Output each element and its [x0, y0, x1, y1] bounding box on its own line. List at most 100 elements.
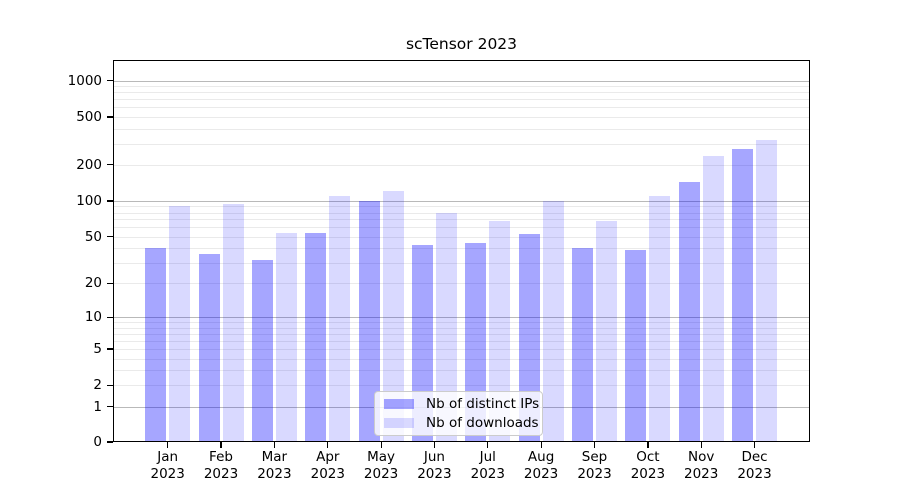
- gridline-minor: [113, 227, 810, 229]
- x-tick: [433, 442, 436, 448]
- bar-distinct-ips: [572, 248, 593, 442]
- x-tick-label: May 2023: [339, 449, 423, 482]
- x-tick-year: 2023: [684, 465, 719, 482]
- y-tick-label: 0: [93, 434, 102, 450]
- y-tick-label: 1: [93, 398, 102, 415]
- gridline-minor: [113, 99, 810, 101]
- gridline-minor: [113, 385, 810, 387]
- x-tick-month: Jan: [157, 449, 179, 465]
- y-tick-label: 100: [76, 192, 102, 209]
- gridline-minor: [113, 333, 810, 335]
- x-tick-label: Jul 2023: [446, 449, 530, 482]
- x-tick-label: Sep 2023: [553, 449, 637, 482]
- gridline-minor: [113, 236, 810, 238]
- y-tick: [107, 406, 113, 408]
- bar-downloads: [649, 195, 671, 442]
- x-tick-year: 2023: [737, 465, 772, 482]
- gridline-minor: [113, 349, 810, 350]
- gridline-minor: [113, 116, 810, 118]
- x-tick-year: 2023: [150, 465, 185, 482]
- bar-distinct-ips: [678, 181, 700, 442]
- x-tick: [540, 442, 542, 448]
- x-tick-month: Apr: [316, 449, 340, 465]
- bar-distinct-ips: [145, 248, 167, 442]
- x-tick-year: 2023: [630, 465, 666, 482]
- y-tick-label: 20: [84, 275, 102, 292]
- x-tick-year: 2023: [310, 465, 345, 482]
- x-tick-label: Nov 2023: [659, 449, 743, 482]
- x-tick: [327, 442, 329, 448]
- x-tick: [753, 442, 756, 448]
- y-tick-label: 10: [84, 309, 102, 326]
- bar-downloads: [596, 220, 617, 442]
- gridline-major: [113, 80, 810, 82]
- gridline-minor: [113, 92, 810, 94]
- x-tick-month: Dec: [741, 449, 768, 465]
- x-tick-year: 2023: [577, 465, 612, 482]
- x-tick-label: Oct 2023: [606, 449, 690, 482]
- x-tick-label: Mar 2023: [232, 449, 316, 482]
- gridline-minor: [113, 107, 810, 109]
- x-tick: [593, 442, 596, 448]
- gridline-minor: [113, 164, 810, 166]
- x-tick-month: May: [367, 449, 396, 465]
- x-tick-label: Jan 2023: [126, 449, 210, 482]
- x-tick-month: Feb: [209, 449, 233, 465]
- gridline-minor: [113, 370, 810, 372]
- x-tick-year: 2023: [417, 465, 452, 482]
- bar-downloads: [489, 220, 511, 442]
- x-tick-month: Aug: [527, 449, 555, 465]
- bar-distinct-ips: [305, 232, 327, 442]
- bar-downloads: [329, 195, 351, 442]
- gridline-minor: [113, 283, 810, 285]
- gridline-minor: [113, 358, 810, 360]
- x-tick-label: Aug 2023: [499, 449, 583, 482]
- x-tick-year: 2023: [257, 465, 292, 482]
- y-tick-label: 50: [84, 228, 102, 245]
- bar-distinct-ips: [358, 200, 380, 442]
- x-tick-label: Feb 2023: [179, 449, 263, 482]
- bar-downloads: [435, 212, 457, 442]
- gridline-major: [113, 317, 810, 319]
- gridline-minor: [113, 322, 810, 324]
- gridline-minor: [113, 143, 810, 145]
- y-tick-label: 5: [93, 341, 102, 357]
- x-tick: [647, 442, 649, 448]
- gridline-minor: [113, 128, 810, 130]
- legend-label-distinct-ips: Nb of distinct IPs: [426, 395, 540, 412]
- x-tick-label: Apr 2023: [286, 449, 370, 482]
- chart-title: scTensor 2023: [405, 35, 518, 53]
- legend-swatch-downloads: [384, 418, 414, 428]
- legend-label-downloads: Nb of downloads: [426, 414, 539, 431]
- gridline-minor: [113, 248, 810, 250]
- x-tick-label: Dec 2023: [713, 449, 797, 482]
- y-tick: [107, 348, 113, 350]
- bar-downloads: [382, 191, 404, 442]
- y-tick-label: 500: [76, 108, 102, 125]
- y-tick: [107, 282, 113, 284]
- y-tick: [107, 384, 113, 387]
- gridline-minor: [113, 86, 810, 88]
- legend-row: Nb of distinct IPs: [384, 395, 542, 412]
- bar-downloads: [756, 140, 778, 442]
- gridline-major: [113, 200, 810, 202]
- y-tick-label: 1000: [67, 72, 102, 89]
- y-tick: [107, 116, 113, 118]
- x-tick-year: 2023: [203, 465, 239, 482]
- bar-distinct-ips: [732, 149, 754, 442]
- y-tick-label: 200: [76, 156, 102, 173]
- bar-downloads: [542, 200, 564, 442]
- x-tick: [273, 442, 276, 448]
- legend-swatch-distinct-ips: [384, 399, 414, 409]
- x-tick-month: Sep: [581, 449, 608, 465]
- x-tick-year: 2023: [470, 465, 505, 482]
- bar-distinct-ips: [518, 233, 540, 442]
- y-tick: [107, 79, 113, 82]
- x-tick: [167, 442, 169, 448]
- bar-downloads: [169, 206, 191, 442]
- gridline-minor: [113, 206, 810, 208]
- x-tick-year: 2023: [523, 465, 559, 482]
- gridline-minor: [113, 262, 810, 264]
- bar-distinct-ips: [198, 253, 220, 442]
- y-tick: [107, 441, 113, 443]
